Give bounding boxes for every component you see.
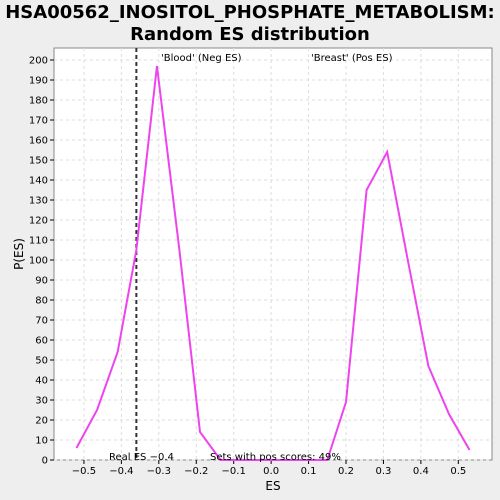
x-tick-label: −0.4 bbox=[109, 466, 133, 477]
x-tick-label: −0.5 bbox=[72, 466, 96, 477]
y-tick-label: 70 bbox=[35, 316, 48, 327]
y-tick-label: 140 bbox=[29, 176, 48, 187]
y-tick-label: 150 bbox=[29, 156, 48, 167]
x-tick-label: 0.2 bbox=[338, 466, 354, 477]
chart-title-line1: HSA00562_INOSITOL_PHOSPHATE_METABOLISM: bbox=[5, 2, 495, 23]
x-tick-label: −0.3 bbox=[147, 466, 171, 477]
x-ticks: −0.5 −0.4 −0.3 −0.2 −0.1 0.0 0.1 0.2 0.3 0.4 0.5 bbox=[72, 460, 466, 477]
chart-title-line2: Random ES distribution bbox=[130, 24, 370, 45]
x-tick-label: 0.1 bbox=[301, 466, 317, 477]
x-tick-label: 0.3 bbox=[375, 466, 391, 477]
y-tick-label: 40 bbox=[35, 376, 48, 387]
x-tick-label: −0.2 bbox=[184, 466, 208, 477]
x-tick-label: −0.1 bbox=[222, 466, 246, 477]
y-tick-label: 120 bbox=[29, 216, 48, 227]
y-tick-label: 80 bbox=[35, 296, 48, 307]
x-tick-label: 0.0 bbox=[263, 466, 279, 477]
y-tick-label: 100 bbox=[29, 256, 48, 267]
y-tick-label: 190 bbox=[29, 76, 48, 87]
pos-es-label: 'Breast' (Pos ES) bbox=[311, 53, 393, 64]
y-tick-label: 90 bbox=[35, 276, 48, 287]
x-tick-label: 0.4 bbox=[413, 466, 429, 477]
y-tick-label: 160 bbox=[29, 136, 48, 147]
y-tick-label: 30 bbox=[35, 396, 48, 407]
series-line bbox=[75, 65, 471, 461]
y-tick-label: 110 bbox=[29, 236, 48, 247]
y-tick-label: 50 bbox=[35, 356, 48, 367]
x-axis-label: ES bbox=[265, 479, 280, 493]
y-tick-label: 0 bbox=[42, 456, 48, 467]
plot-area bbox=[53, 47, 493, 461]
y-tick-label: 10 bbox=[35, 436, 48, 447]
y-ticks: 0 10 20 30 40 50 60 70 80 90 100 110 120 130 140 150 160… bbox=[29, 56, 54, 467]
real-es-label: Real ES −0.4 bbox=[109, 452, 174, 463]
y-tick-label: 200 bbox=[29, 56, 48, 67]
pos-score-label: Sets with pos scores: 49% bbox=[210, 452, 341, 463]
y-tick-label: 180 bbox=[29, 96, 48, 107]
y-axis-label: P(ES) bbox=[12, 238, 26, 270]
y-tick-label: 170 bbox=[29, 116, 48, 127]
y-tick-label: 130 bbox=[29, 196, 48, 207]
y-tick-label: 20 bbox=[35, 416, 48, 427]
neg-es-label: 'Blood' (Neg ES) bbox=[161, 53, 242, 64]
y-tick-label: 60 bbox=[35, 336, 48, 347]
grid bbox=[54, 48, 492, 461]
x-tick-label: 0.5 bbox=[450, 466, 466, 477]
